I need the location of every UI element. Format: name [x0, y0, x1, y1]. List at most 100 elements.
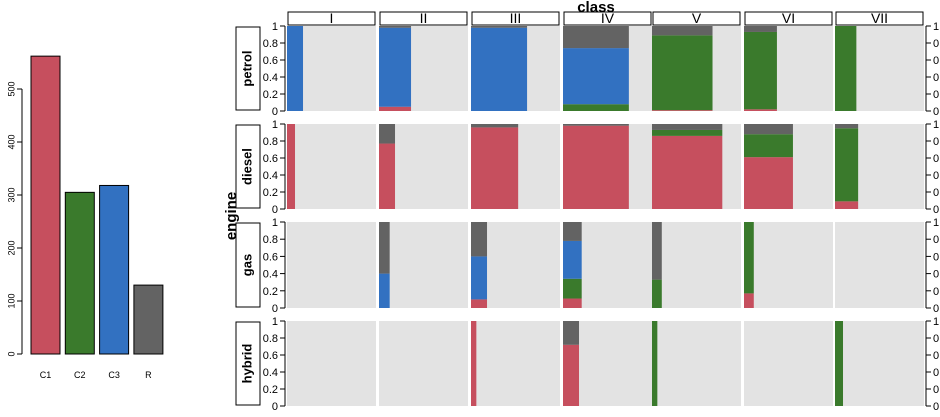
- facet-y-tick-label-right: 1: [933, 316, 939, 328]
- facet-y-tick-label-right: 0: [933, 204, 939, 216]
- row-strip-label: hybrid: [239, 344, 254, 384]
- bar-category-label: R: [145, 370, 152, 380]
- stacked-segment: [652, 129, 723, 136]
- stacked-segment: [744, 26, 777, 32]
- stacked-segment: [287, 124, 296, 209]
- facet-y-tick-label-right: 0.4: [933, 170, 940, 182]
- facet-y-tick-label-left: 0: [272, 401, 278, 413]
- facet-panel: [379, 321, 468, 406]
- facet-panel: [287, 124, 376, 209]
- facet-y-tick-label-right: 1: [933, 217, 939, 229]
- column-strip: [287, 11, 376, 26]
- facet-y-tick-label-right: 0.8: [933, 38, 940, 50]
- facet-y-tick-label-left: 0.4: [263, 269, 278, 281]
- facet-y-tick-label-right: 0.6: [933, 350, 940, 362]
- column-strip: [835, 11, 924, 26]
- stacked-segment: [652, 124, 723, 130]
- stacked-segment: [652, 279, 662, 308]
- facet-y-tick-label-left: 1: [272, 21, 278, 33]
- stacked-segment: [563, 104, 629, 111]
- stacked-segment: [835, 128, 859, 202]
- facet-y-tick-label-right: 0.2: [933, 384, 940, 396]
- column-strip-label: V: [692, 10, 702, 26]
- facet-y-tick-label-right: 0.8: [933, 234, 940, 246]
- facet-y-tick-label-left: 1: [272, 316, 278, 328]
- facet-y-tick-label-right: 0: [933, 303, 939, 315]
- row-strip: [235, 222, 261, 308]
- facet-panel: [287, 222, 376, 308]
- stacked-segment: [379, 222, 390, 274]
- facet-y-tick-label-left: 0: [272, 106, 278, 118]
- facet-panel: [744, 222, 833, 308]
- facet-y-tick-label-right: 0.8: [933, 333, 940, 345]
- facet-y-tick-label-left: 0: [272, 303, 278, 315]
- stacked-segment: [835, 124, 859, 129]
- facet-panel: [379, 222, 468, 308]
- stacked-segment: [471, 222, 488, 257]
- facet-y-tick-label-left: 1: [272, 119, 278, 131]
- facet-y-tick-label-left: 0.2: [263, 89, 278, 101]
- stacked-segment: [379, 124, 396, 144]
- stacked-segment: [563, 222, 582, 241]
- facet-panel: [287, 321, 376, 406]
- facet-y-tick-label-right: 0.2: [933, 89, 940, 101]
- facet-y-tick-label-left: 0.6: [263, 153, 278, 165]
- stacked-segment: [471, 321, 477, 406]
- stacked-segment: [652, 110, 713, 111]
- facet-y-tick-label-left: 0.6: [263, 350, 278, 362]
- stacked-segment: [835, 26, 857, 111]
- column-strip-label: II: [420, 10, 428, 26]
- bar: [64, 191, 95, 355]
- facet-y-tick-label-left: 0.8: [263, 234, 278, 246]
- stacked-segment: [563, 321, 580, 345]
- stacked-segment: [563, 278, 582, 299]
- stacked-segment: [563, 48, 629, 105]
- stacked-segment: [652, 222, 662, 280]
- facet-y-tick-label-left: 0.6: [263, 55, 278, 67]
- stacked-segment: [379, 26, 412, 28]
- stacked-segment: [471, 124, 519, 128]
- class-count-bar-chart: 0 100 200 300 400 500 C1 C2 C3 R: [6, 55, 164, 380]
- facet-y-tick-label-right: 1: [933, 119, 939, 131]
- stacked-segment: [652, 321, 658, 406]
- bar: [99, 184, 130, 355]
- facet-y-tick-label-left: 0.4: [263, 170, 278, 182]
- stacked-segment: [471, 256, 488, 300]
- bar-category-label: C2: [74, 370, 86, 380]
- stacked-segment: [563, 344, 580, 406]
- facet-y-tick-label-left: 0.2: [263, 384, 278, 396]
- facet-panel: [652, 222, 741, 308]
- bar: [30, 55, 61, 355]
- stacked-segment: [471, 26, 528, 28]
- stacked-segment: [744, 124, 793, 135]
- row-strip-label: gas: [239, 254, 254, 276]
- facet-y-tick-label-right: 0.6: [933, 55, 940, 67]
- bar-y-tick-label: 0: [6, 351, 16, 356]
- facet-y-tick-label-right: 0: [933, 106, 939, 118]
- stacked-segment: [652, 135, 723, 209]
- facet-panel: [835, 321, 924, 406]
- column-strip: [471, 11, 560, 26]
- facet-y-tick-label-right: 0.6: [933, 153, 940, 165]
- stacked-segment: [835, 321, 844, 406]
- bar-y-tick-label: 400: [6, 134, 16, 149]
- column-strip: [744, 11, 833, 26]
- column-strip: [379, 11, 468, 26]
- stacked-segment: [563, 124, 629, 126]
- facet-panel: [471, 321, 560, 406]
- stacked-segment: [563, 26, 629, 49]
- stacked-segment: [471, 27, 528, 112]
- facet-y-tick-label-left: 0.4: [263, 367, 278, 379]
- stacked-segment: [563, 298, 582, 308]
- row-strip: [235, 321, 261, 406]
- bar-y-tick-label: 500: [6, 81, 16, 96]
- facet-y-tick-label-right: 0.6: [933, 251, 940, 263]
- facet-y-tick-label-left: 0.8: [263, 136, 278, 148]
- bar-category-label: C1: [40, 370, 52, 380]
- stacked-segment: [379, 143, 396, 209]
- facet-y-tick-label-left: 0: [272, 204, 278, 216]
- bar-y-tick-label: 300: [6, 187, 16, 202]
- stacked-segment: [471, 299, 488, 308]
